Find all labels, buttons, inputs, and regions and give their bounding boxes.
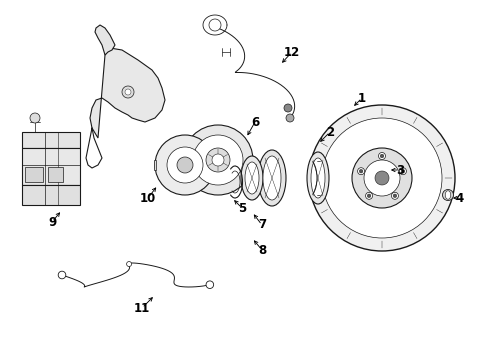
Circle shape [167,147,203,183]
Ellipse shape [311,158,325,198]
Ellipse shape [445,191,451,199]
Polygon shape [90,48,165,138]
Ellipse shape [245,162,259,194]
Ellipse shape [258,150,286,206]
Circle shape [358,168,365,175]
Text: 9: 9 [48,216,56,229]
Circle shape [212,154,224,166]
Text: 12: 12 [284,45,300,59]
Ellipse shape [241,156,263,200]
Circle shape [155,135,215,195]
Text: 11: 11 [134,302,150,315]
Text: 7: 7 [258,219,266,231]
Circle shape [125,89,131,95]
Circle shape [380,154,384,158]
Polygon shape [25,167,43,182]
Text: 3: 3 [396,163,404,176]
Circle shape [284,104,292,112]
Polygon shape [48,167,63,182]
Circle shape [392,192,398,199]
Text: 4: 4 [456,192,464,204]
Polygon shape [95,25,115,55]
Circle shape [442,189,454,201]
Ellipse shape [263,156,281,200]
Circle shape [352,148,412,208]
Circle shape [58,271,66,279]
Circle shape [322,118,442,238]
Circle shape [206,148,230,172]
Text: 1: 1 [358,91,366,104]
Circle shape [375,171,389,185]
Text: 10: 10 [140,192,156,204]
Circle shape [401,170,405,173]
Circle shape [209,19,221,31]
Text: 6: 6 [251,116,259,129]
Text: 5: 5 [238,202,246,215]
Circle shape [30,113,40,123]
Circle shape [309,105,455,251]
Circle shape [177,157,193,173]
Circle shape [399,168,406,175]
Circle shape [366,192,372,199]
Text: 8: 8 [258,243,266,256]
Circle shape [286,114,294,122]
Polygon shape [22,132,80,148]
Circle shape [126,261,132,266]
Circle shape [359,170,363,173]
Circle shape [393,194,397,198]
Circle shape [193,135,243,185]
Circle shape [368,194,371,198]
Text: 2: 2 [326,126,334,139]
Circle shape [122,86,134,98]
Circle shape [206,281,214,288]
Circle shape [364,160,400,196]
Circle shape [378,153,386,159]
Ellipse shape [307,152,329,204]
Polygon shape [22,185,80,205]
Polygon shape [22,148,80,185]
Polygon shape [154,160,156,170]
Circle shape [183,125,253,195]
